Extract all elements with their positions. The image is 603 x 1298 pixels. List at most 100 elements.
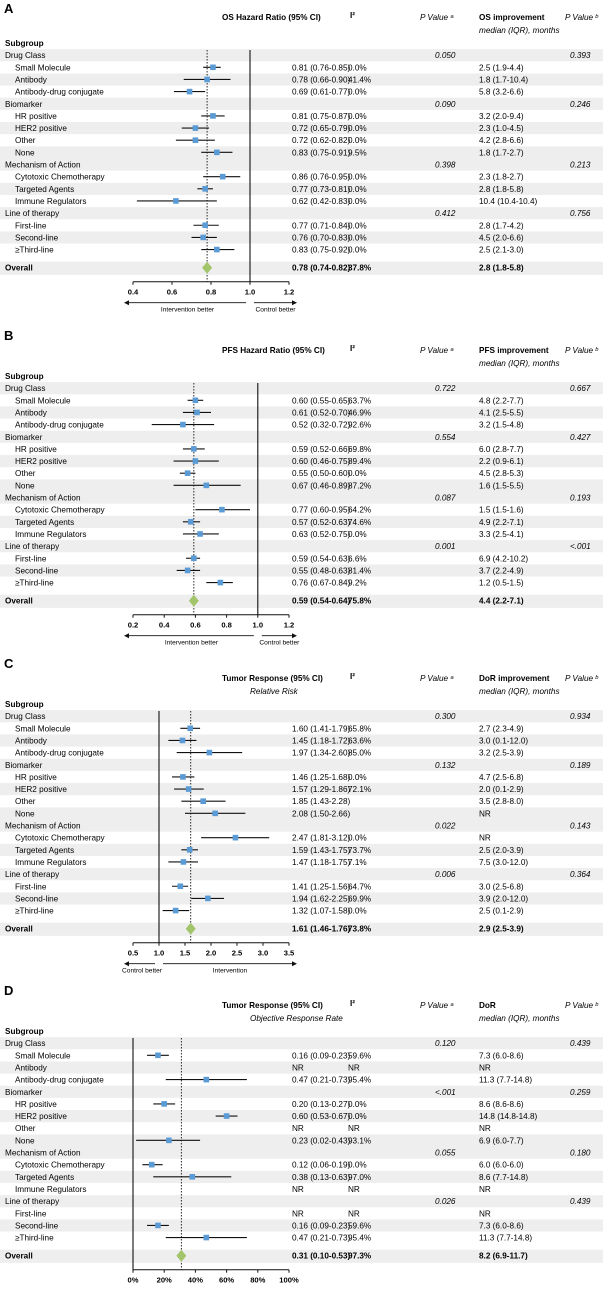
group-p-value-a: 0.001 — [435, 542, 456, 551]
point-estimate — [219, 506, 225, 513]
panel-D: D Tumor Response (95% CI) Objective Respon… — [0, 983, 603, 1285]
row-label: Cytotoxic Chemotherapy — [15, 1161, 106, 1170]
row-label: None — [15, 809, 35, 818]
row-estimate: 0.76 (0.67-0.84) — [292, 579, 351, 588]
row-improvement: 14.8 (14.8-14.8) — [479, 1112, 538, 1121]
row-estimate: 0.55 (0.50-0.60) — [292, 469, 351, 478]
x-tick-label: 1.2 — [284, 288, 295, 297]
row-label: ≥Third-line — [15, 1234, 54, 1243]
row-shade — [0, 455, 603, 468]
row-shade — [0, 843, 603, 856]
row-improvement: 6.0 (2.8-7.7) — [479, 445, 524, 454]
group-row-shade — [0, 540, 603, 553]
row-label: Small Molecule — [15, 63, 71, 72]
row-label: First-line — [15, 554, 47, 563]
group-row-shade — [0, 491, 603, 504]
group-p-value-a: 0.055 — [435, 1149, 456, 1158]
row-improvement: NR — [479, 1124, 491, 1133]
point-estimate — [161, 1101, 167, 1107]
header-i2: I² — [350, 11, 355, 20]
group-p-value-a: 0.412 — [435, 209, 456, 218]
row-i2: 0.0% — [348, 221, 367, 230]
x-tick-label: 0.5 — [128, 949, 139, 958]
panel-A: A OS Hazard Ratio (95% CI) I² P Value ᵃ OS i… — [0, 1, 603, 314]
overall-label: Overall — [5, 1252, 33, 1261]
group-p-value-a: 0.087 — [435, 494, 456, 503]
row-i2: 0.0% — [348, 1161, 367, 1170]
row-label: First-line — [15, 1209, 47, 1218]
row-shade — [0, 73, 603, 86]
group-name: Mechanism of Action — [5, 494, 81, 503]
group-p-value-a: 0.300 — [435, 712, 456, 721]
x-tick-label: 1.0 — [245, 288, 256, 297]
group-p-value-b: 0.439 — [570, 1039, 591, 1048]
row-estimate: 0.83 (0.75-0.92) — [292, 246, 351, 255]
group-name: Biomarker — [5, 761, 43, 770]
row-improvement: 2.2 (0.9-6.1) — [479, 457, 524, 466]
x-tick-label: 0.2 — [128, 621, 139, 630]
point-estimate — [189, 1174, 196, 1180]
row-i2: 72.1% — [348, 785, 371, 794]
row-label: Antibody-drug conjugate — [15, 88, 104, 97]
overall-label: Overall — [5, 925, 33, 934]
row-improvement: 7.3 (6.0-8.6) — [479, 1051, 524, 1060]
row-i2: 0.0% — [348, 1112, 367, 1121]
group-name: Line of therapy — [5, 209, 60, 218]
row-improvement: 1.6 (1.5-5.5) — [479, 481, 524, 490]
point-estimate — [186, 88, 193, 95]
row-estimate: 0.81 (0.75-0.87) — [292, 112, 351, 121]
group-p-value-a: 0.022 — [435, 822, 456, 831]
overall-i2: 73.8% — [348, 925, 372, 934]
group-row-shade — [0, 207, 603, 220]
row-label: First-line — [15, 221, 47, 230]
point-estimate — [217, 579, 224, 586]
row-label: Immune Regulators — [15, 530, 86, 539]
point-estimate — [155, 1052, 161, 1059]
row-improvement: 3.2 (2.5-3.9) — [479, 749, 524, 758]
group-p-value-b: 0.259 — [570, 1088, 591, 1097]
row-shade — [0, 231, 603, 244]
row-label: ≥Third-line — [15, 907, 54, 916]
row-label: HR positive — [15, 773, 57, 782]
group-row-shade — [0, 710, 603, 723]
overall-diamond — [176, 1249, 187, 1262]
row-label: Targeted Agents — [15, 185, 74, 194]
row-i2: 93.1% — [348, 1136, 371, 1145]
group-p-value-a: 0.398 — [435, 161, 456, 170]
group-name: Drug Class — [5, 51, 46, 60]
row-improvement: 4.8 (2.2-7.7) — [479, 396, 524, 405]
row-improvement: 8.6 (7.7-14.8) — [479, 1173, 528, 1182]
group-p-value-b: 0.193 — [570, 494, 591, 503]
point-estimate — [232, 834, 239, 841]
right-arrow-head — [292, 961, 297, 967]
row-estimate: 0.47 (0.21-0.73) — [292, 1234, 351, 1243]
group-row-shade — [0, 158, 603, 171]
point-estimate — [185, 786, 192, 792]
x-tick-label: 2.5 — [232, 949, 243, 958]
row-improvement: 1.8 (1.7-10.4) — [479, 75, 528, 84]
row-label: Other — [15, 797, 36, 806]
row-label: Small Molecule — [15, 724, 71, 733]
row-i2: 6.6% — [348, 554, 367, 563]
header-improvement: PFS improvement — [479, 346, 549, 355]
row-estimate: 1.94 (1.62-2.25) — [292, 894, 351, 903]
header-estimate: Tumor Response (95% CI) — [222, 674, 323, 683]
overall-diamond — [202, 261, 213, 274]
row-shade — [0, 122, 603, 135]
group-row-shade — [0, 1195, 603, 1208]
row-improvement: 3.0 (2.5-6.8) — [479, 882, 524, 891]
row-i2: 0.0% — [348, 136, 367, 145]
group-p-value-b: 0.427 — [570, 433, 591, 442]
row-estimate: 0.59 (0.52-0.66) — [292, 445, 351, 454]
row-label: HER2 positive — [15, 457, 67, 466]
row-improvement: 4.2 (2.8-6.6) — [479, 136, 524, 145]
row-label: None — [15, 1136, 35, 1145]
row-label: ≥Third-line — [15, 246, 54, 255]
subgroup-heading: Subgroup — [5, 1027, 44, 1036]
group-p-value-b: 0.756 — [570, 209, 591, 218]
overall-i2: 37.8% — [348, 264, 372, 273]
overall-estimate: 0.78 (0.74-0.82) — [292, 264, 351, 273]
row-label: Small Molecule — [15, 1051, 71, 1060]
row-improvement: 2.5 (2.1-3.0) — [479, 246, 524, 255]
row-shade — [0, 1170, 603, 1183]
